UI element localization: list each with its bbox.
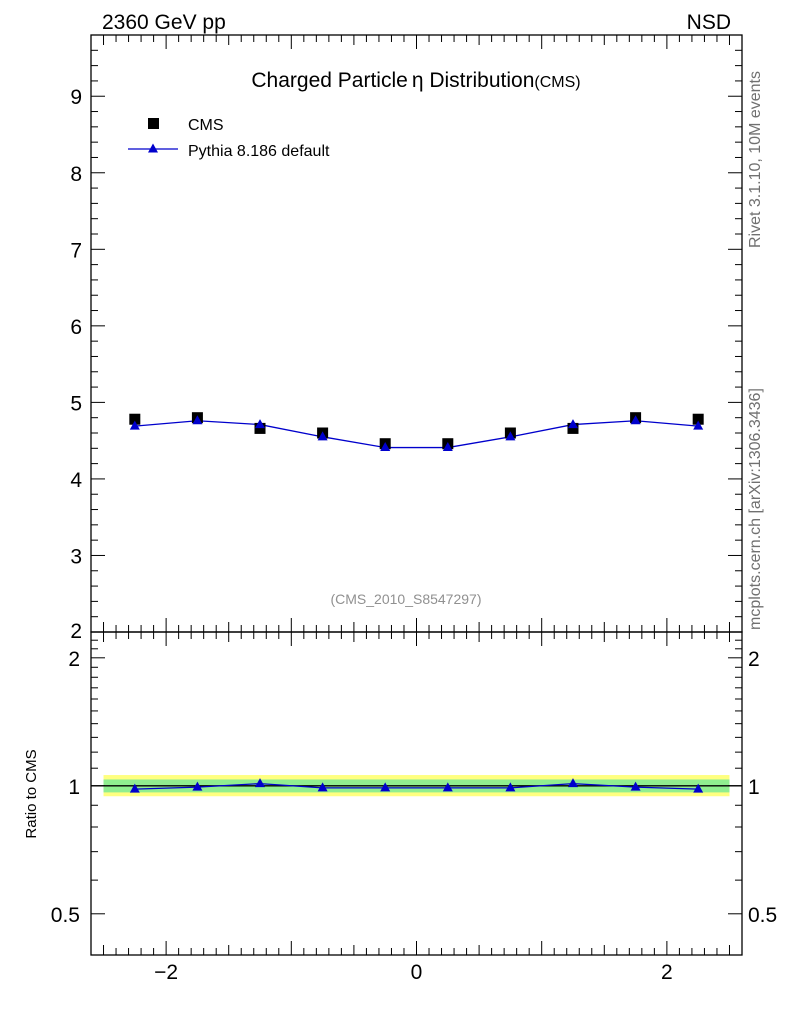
pythia-point xyxy=(129,420,140,430)
ratio-point xyxy=(255,778,266,788)
y-tick-label: 6 xyxy=(70,316,82,339)
ratio-y-tick-label-left: 0.5 xyxy=(51,904,80,927)
chart-title-symbol: η xyxy=(412,69,424,92)
x-tick-label: 0 xyxy=(411,961,423,984)
analysis-watermark: (CMS_2010_S8547297) xyxy=(331,591,482,607)
ratio-axis-ticks: 0.5 0.5 1 1 2 2 −2 0 2 xyxy=(51,632,777,984)
y-tick-label: 3 xyxy=(70,545,82,568)
ratio-line xyxy=(134,782,699,790)
rivet-version-label: Rivet 3.1.10, 10M events xyxy=(747,71,764,248)
pythia-point xyxy=(380,442,391,452)
legend: CMS Pythia 8.186 default xyxy=(128,117,330,160)
pythia-point xyxy=(255,419,266,429)
ratio-y-tick-label-left: 2 xyxy=(68,648,80,671)
legend-label-cms: CMS xyxy=(188,117,224,134)
main-panel: 3 4 5 6 7 8 9 2 (CMS_2010_S8547297) Charged Par… xyxy=(70,34,743,643)
y-tick-label: 4 xyxy=(70,469,82,492)
ratio-y-tick-label-right: 2 xyxy=(748,648,760,671)
ratio-y-tick-label-left: 1 xyxy=(68,776,80,799)
ratio-point xyxy=(380,782,391,792)
y-tick-label: 9 xyxy=(70,86,82,109)
pythia-point xyxy=(567,419,578,429)
cms-data-point xyxy=(567,422,579,434)
cms-data-point xyxy=(692,413,704,425)
x-tick-label: 2 xyxy=(661,961,673,984)
chart-title-suffix: (CMS) xyxy=(534,74,580,91)
ratio-point xyxy=(693,783,704,793)
pythia-point xyxy=(192,415,203,425)
source-label: mcplots.cern.ch [arXiv:1306.3436] xyxy=(747,388,764,630)
x-tick-label: −2 xyxy=(154,961,178,984)
pythia-line xyxy=(134,420,699,449)
main-axis-ticks: 3 4 5 6 7 8 9 2 xyxy=(70,34,742,643)
ratio-series-layer xyxy=(129,778,704,793)
y-tick-label: 5 xyxy=(70,392,82,415)
ratio-point xyxy=(192,781,203,791)
ratio-point xyxy=(129,783,140,793)
pythia-point xyxy=(317,431,328,441)
ratio-panel: 0.5 0.5 1 1 2 2 −2 0 2 Ratio to CMS xyxy=(23,631,777,984)
legend-label-pythia: Pythia 8.186 default xyxy=(188,143,330,160)
main-series-layer xyxy=(129,412,704,452)
pythia-point xyxy=(693,420,704,430)
ratio-y-tick-label-right: 1 xyxy=(748,776,760,799)
ratio-y-tick-label-right: 0.5 xyxy=(748,904,777,927)
chart-title: Charged Particle η Distribution(CMS) xyxy=(251,69,580,92)
ratio-point xyxy=(317,782,328,792)
legend-marker-cms xyxy=(148,118,159,129)
cms-data-point xyxy=(254,422,266,434)
ratio-point xyxy=(630,781,641,791)
ratio-point xyxy=(442,782,453,792)
legend-marker-pythia xyxy=(148,143,158,153)
pythia-point xyxy=(630,415,641,425)
header-right-label: NSD xyxy=(687,11,731,34)
ratio-point xyxy=(505,782,516,792)
ratio-bands-layer xyxy=(91,775,742,797)
y-tick-label: 8 xyxy=(70,163,82,186)
ratio-y-axis-label: Ratio to CMS xyxy=(23,749,40,838)
chart-title-rest: Distribution xyxy=(424,69,535,92)
ratio-point xyxy=(567,778,578,788)
chart-title-main: Charged Particle xyxy=(251,69,407,92)
pythia-point xyxy=(442,442,453,452)
header-left-label: 2360 GeV pp xyxy=(102,11,226,34)
y-tick-label: 7 xyxy=(70,239,82,262)
pythia-point xyxy=(505,431,516,441)
y-tick-label: 2 xyxy=(70,620,82,643)
cms-data-point xyxy=(129,413,141,425)
